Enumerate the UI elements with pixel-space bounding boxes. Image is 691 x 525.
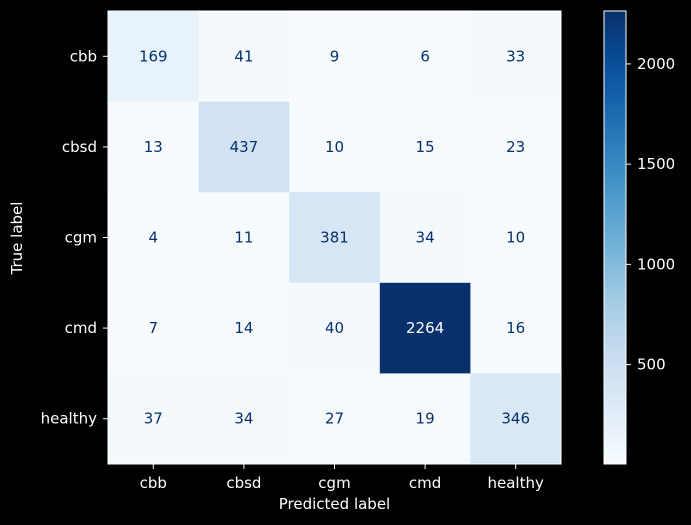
heatmap-cell — [470, 11, 562, 103]
x-axis-label: Predicted label — [279, 495, 390, 513]
x-tick-label: cbb — [140, 474, 167, 492]
heatmap-cell — [470, 101, 562, 193]
x-tick-label: cmd — [409, 474, 441, 492]
cell-value-label: 14 — [234, 319, 253, 337]
heatmap-cell — [379, 11, 471, 103]
heatmap-cell — [108, 101, 200, 193]
cell-value-label: 27 — [325, 410, 344, 428]
y-tick-label: healthy — [41, 410, 97, 428]
heatmap-cell — [198, 373, 290, 465]
cell-value-label: 41 — [234, 47, 253, 65]
y-axis-label: True label — [8, 202, 26, 276]
heatmap-cell — [198, 282, 290, 374]
heatmap-cell — [108, 192, 200, 284]
cell-value-label: 346 — [501, 410, 530, 428]
heatmap-cell — [289, 192, 381, 284]
heatmap-cell — [108, 373, 200, 465]
cell-value-label: 9 — [330, 47, 340, 65]
cell-value-label: 169 — [139, 47, 168, 65]
cell-value-label: 34 — [234, 410, 253, 428]
cell-value-label: 4 — [149, 229, 159, 247]
heatmap-cell — [198, 101, 290, 193]
y-tick-label: cbsd — [62, 138, 97, 156]
y-tick-label: cbb — [70, 47, 97, 65]
heatmap-cell — [289, 101, 381, 193]
cell-value-label: 19 — [416, 410, 435, 428]
cell-value-label: 40 — [325, 319, 344, 337]
heatmap-cells — [108, 11, 562, 465]
heatmap-cell — [379, 192, 471, 284]
cell-value-label: 34 — [416, 229, 435, 247]
colorbar — [603, 10, 627, 465]
cell-value-label: 33 — [506, 47, 525, 65]
cell-value-label: 10 — [325, 138, 344, 156]
heatmap-cell — [379, 373, 471, 465]
colorbar-tick-label: 2000 — [637, 55, 675, 73]
heatmap-cell — [108, 282, 200, 374]
cell-value-label: 2264 — [406, 319, 444, 337]
heatmap-cell — [198, 11, 290, 103]
cell-value-label: 6 — [420, 47, 430, 65]
x-axis: cbb cbsd cgm cmd healthy — [140, 464, 544, 492]
heatmap-cell — [108, 11, 200, 103]
heatmap-cell — [379, 282, 471, 374]
heatmap-cell — [470, 282, 562, 374]
heatmap-cell — [470, 192, 562, 284]
cell-value-label: 16 — [506, 319, 525, 337]
cell-value-label: 11 — [234, 229, 253, 247]
cell-value-label: 7 — [149, 319, 159, 337]
heatmap-cell — [289, 282, 381, 374]
heatmap-cell — [470, 373, 562, 465]
heatmap-cell — [289, 11, 381, 103]
colorbar-tick-label: 1500 — [637, 155, 675, 173]
heatmap-cell — [379, 101, 471, 193]
y-axis: cbb cbsd cgm cmd healthy — [41, 47, 108, 428]
cell-value-label: 37 — [144, 410, 163, 428]
cell-value-label: 23 — [506, 138, 525, 156]
cell-value-label: 10 — [506, 229, 525, 247]
x-tick-label: cbsd — [226, 474, 261, 492]
x-tick-label: cgm — [318, 474, 350, 492]
colorbar-tick-label: 500 — [637, 356, 666, 374]
cell-value-label: 13 — [144, 138, 163, 156]
colorbar-ticks: 500 1000 1500 2000 — [626, 55, 675, 374]
heatmap-cell — [198, 192, 290, 284]
x-tick-label: healthy — [488, 474, 544, 492]
y-tick-label: cgm — [65, 229, 97, 247]
heatmap-cell-labels: 169 41 9 6 33 13 437 10 15 23 4 11 381 34 10 7 14 40 2264 1… — [139, 47, 530, 427]
heatmap-cell — [289, 373, 381, 465]
y-tick-label: cmd — [65, 319, 97, 337]
cell-value-label: 437 — [230, 138, 259, 156]
colorbar-tick-label: 1000 — [637, 255, 675, 273]
cell-value-label: 381 — [320, 229, 349, 247]
cell-value-label: 15 — [416, 138, 435, 156]
